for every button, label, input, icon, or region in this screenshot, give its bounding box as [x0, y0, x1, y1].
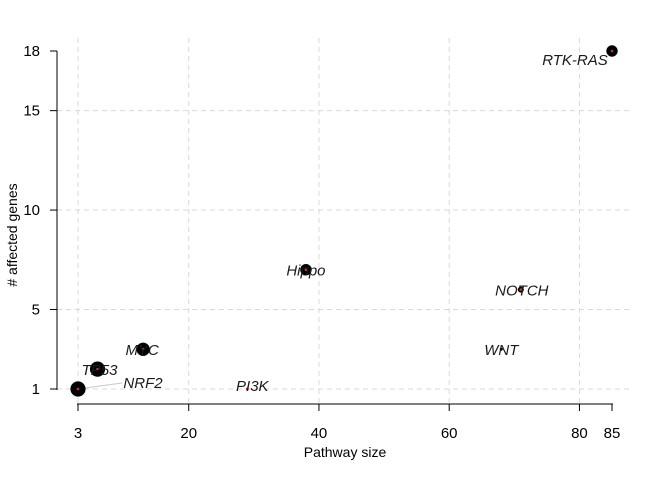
- x-tick-label: 3: [74, 425, 82, 442]
- y-tick-label: 5: [32, 301, 40, 318]
- point-label-notch: NOTCH: [495, 283, 548, 300]
- x-tick-label: 80: [571, 425, 588, 442]
- point-label-nrf2: NRF2: [123, 375, 163, 392]
- point-center-tp53: [96, 367, 99, 371]
- y-tick-label: 18: [23, 43, 40, 60]
- axes-layer: [50, 50, 613, 411]
- point-label-hippo: Hippo: [286, 263, 325, 280]
- point-label-tp53: TP53: [82, 362, 119, 379]
- x-axis-title: Pathway size: [304, 444, 387, 460]
- point-center-nrf2: [76, 387, 80, 391]
- x-tick-label: 20: [180, 425, 197, 442]
- y-tick-label: 10: [23, 202, 40, 219]
- point-pi3k: [245, 387, 249, 391]
- x-tick-label: 60: [441, 425, 458, 442]
- point-wnt: [499, 347, 503, 351]
- grid-layer: [57, 38, 630, 404]
- points-layer: [70, 45, 618, 397]
- y-axis-title: # affected genes: [4, 183, 20, 286]
- x-tick-label: 40: [311, 425, 328, 442]
- point-label-pi3k: PI3K: [236, 378, 270, 395]
- point-center-rtk-ras: [610, 49, 614, 53]
- y-tick-label: 15: [23, 103, 40, 120]
- point-label-wnt: WNT: [484, 342, 520, 359]
- point-label-myc: MYC: [125, 342, 159, 359]
- x-tick-label: 85: [604, 425, 621, 442]
- point-label-rtk-ras: RTK-RAS: [542, 52, 608, 69]
- point-center-notch: [519, 288, 523, 291]
- point-center-myc: [141, 347, 145, 351]
- y-tick-label: 1: [32, 381, 40, 398]
- point-center-hippo: [304, 268, 308, 272]
